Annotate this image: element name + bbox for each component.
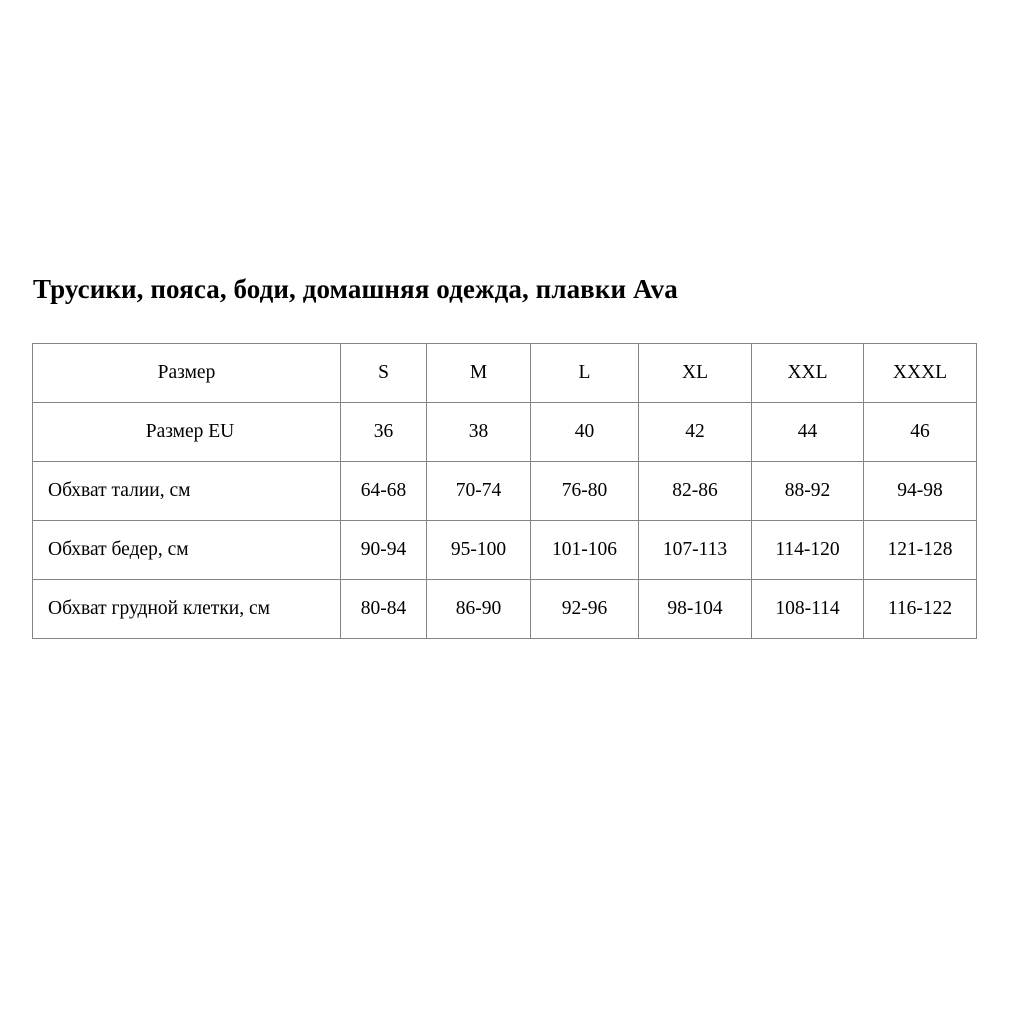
cell-waist-xxl: 88-92	[751, 461, 864, 521]
cell-hips-xl: 107-113	[638, 520, 752, 580]
cell-hips-xxxl: 121-128	[863, 520, 977, 580]
header-cell-m: M	[426, 343, 531, 403]
cell-chest-l: 92-96	[530, 579, 639, 639]
cell-size-eu-xxxl: 46	[863, 402, 977, 462]
header-cell-xl: XL	[638, 343, 752, 403]
size-chart-table: Размер S M L XL XXL XXXL Размер EU 36 38…	[32, 343, 977, 639]
cell-hips-m: 95-100	[426, 520, 531, 580]
header-cell-xxl: XXL	[751, 343, 864, 403]
table-row: Обхват грудной клетки, см 80-84 86-90 92…	[32, 579, 977, 639]
table-row: Обхват талии, см 64-68 70-74 76-80 82-86…	[32, 461, 977, 521]
cell-waist-xxxl: 94-98	[863, 461, 977, 521]
header-cell-l: L	[530, 343, 639, 403]
cell-chest-xxxl: 116-122	[863, 579, 977, 639]
table-header-row: Размер S M L XL XXL XXXL	[32, 343, 977, 403]
cell-hips-s: 90-94	[340, 520, 427, 580]
table-row: Обхват бедер, см 90-94 95-100 101-106 10…	[32, 520, 977, 580]
cell-chest-s: 80-84	[340, 579, 427, 639]
cell-waist-l: 76-80	[530, 461, 639, 521]
cell-size-eu-xl: 42	[638, 402, 752, 462]
cell-size-eu-s: 36	[340, 402, 427, 462]
cell-size-eu-l: 40	[530, 402, 639, 462]
cell-waist-s: 64-68	[340, 461, 427, 521]
cell-hips-l: 101-106	[530, 520, 639, 580]
page-title: Трусики, пояса, боди, домашняя одежда, п…	[33, 274, 678, 304]
cell-hips-xxl: 114-120	[751, 520, 864, 580]
cell-chest-xl: 98-104	[638, 579, 752, 639]
row-label-chest: Обхват грудной клетки, см	[32, 579, 341, 639]
table-row: Размер EU 36 38 40 42 44 46	[32, 402, 977, 462]
row-label-hips: Обхват бедер, см	[32, 520, 341, 580]
cell-size-eu-xxl: 44	[751, 402, 864, 462]
cell-chest-xxl: 108-114	[751, 579, 864, 639]
cell-chest-m: 86-90	[426, 579, 531, 639]
header-cell-xxxl: XXXL	[863, 343, 977, 403]
row-label-waist: Обхват талии, см	[32, 461, 341, 521]
cell-size-eu-m: 38	[426, 402, 531, 462]
cell-waist-xl: 82-86	[638, 461, 752, 521]
cell-waist-m: 70-74	[426, 461, 531, 521]
row-label-size-eu: Размер EU	[32, 402, 341, 462]
header-cell-s: S	[340, 343, 427, 403]
header-cell-size-label: Размер	[32, 343, 341, 403]
